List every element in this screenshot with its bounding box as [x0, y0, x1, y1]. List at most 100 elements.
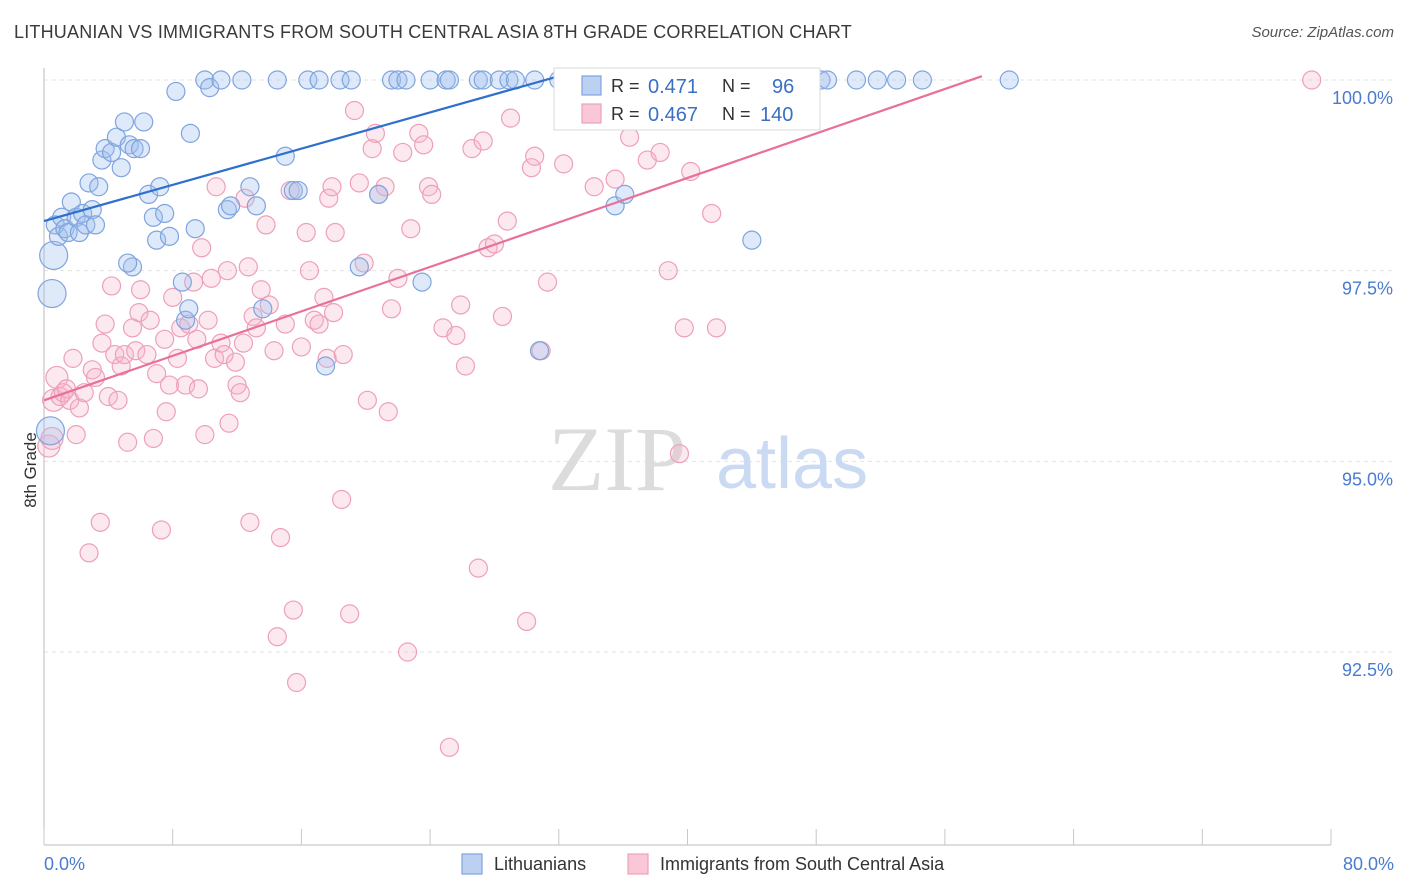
lith-point-57 [330, 70, 350, 90]
imm-point-22 [111, 356, 131, 376]
imm-point-101 [401, 219, 421, 239]
imm-point-28 [130, 280, 151, 300]
imm-point-97 [381, 299, 402, 319]
imm-point-29 [137, 344, 157, 365]
lith-point-60 [369, 184, 389, 204]
imm-point-141 [706, 318, 727, 338]
imm-point-124 [554, 154, 574, 174]
imm-point-87 [340, 604, 360, 624]
lith-point-8 [61, 192, 81, 212]
imm-point-35 [156, 402, 176, 422]
imm-point-53 [217, 261, 237, 281]
lith-point-21 [111, 158, 131, 178]
lith-point-93 [846, 70, 867, 90]
imm-point-36 [159, 375, 180, 395]
lith-point-95 [887, 70, 907, 90]
imm-point-20 [105, 344, 125, 365]
lith-point-19 [101, 142, 122, 163]
imm-point-117 [497, 211, 517, 231]
lith-point-1 [37, 278, 67, 309]
lith-point-45 [221, 196, 241, 216]
imm-point-54 [219, 413, 239, 433]
imm-point-88 [344, 100, 365, 121]
lith-point-56 [315, 356, 336, 376]
lith-point-67 [439, 70, 460, 90]
imm-point-118 [500, 108, 521, 128]
imm-point-64 [251, 280, 271, 300]
imm-point-111 [462, 139, 482, 159]
legend-imm-label: Immigrants from South Central Asia [660, 854, 945, 874]
lith-point-69 [473, 70, 493, 90]
stats-box: R = 0.471 N = 96 R = 0.467 N = 140 [553, 67, 821, 131]
imm-point-67 [264, 341, 284, 361]
imm-point-8 [63, 348, 83, 368]
imm-point-83 [323, 303, 344, 323]
lith-point-94 [867, 70, 887, 90]
imm-point-86 [333, 344, 353, 365]
imm-point-33 [151, 520, 172, 540]
stats-lith-r-label: R = [611, 76, 640, 96]
lith-point-17 [92, 150, 112, 170]
stats-lith-r-value: 0.471 [648, 76, 698, 98]
legend-imm-swatch [627, 853, 649, 875]
lith-point-35 [166, 81, 186, 102]
imm-point-57 [230, 383, 250, 403]
imm-point-92 [362, 139, 382, 159]
stats-lith-n-value: 96 [772, 76, 794, 98]
lith-trend-line [43, 75, 560, 223]
imm-point-91 [357, 390, 377, 410]
imm-point-68 [267, 627, 287, 647]
imm-point-31 [143, 428, 163, 449]
legend: Lithuanians Immigrants from South Centra… [461, 853, 945, 875]
lith-point-52 [283, 180, 303, 201]
imm-point-62 [243, 306, 263, 327]
stats-lith-swatch [581, 75, 602, 96]
imm-point-47 [198, 310, 218, 330]
imm-point-78 [309, 314, 329, 334]
imm-point-132 [619, 127, 640, 147]
stats-imm-r-value: 0.467 [648, 104, 698, 126]
lith-point-0 [35, 416, 66, 446]
imm-point-96 [378, 402, 398, 422]
imm-point-46 [195, 425, 215, 445]
imm-point-69 [270, 527, 291, 548]
imm-point-24 [118, 432, 138, 452]
legend-lith-swatch [461, 853, 483, 875]
imm-point-143 [1302, 70, 1322, 90]
imm-point-44 [188, 379, 209, 399]
lith-point-59 [349, 257, 369, 277]
imm-point-15 [90, 512, 110, 532]
imm-point-121 [525, 146, 545, 166]
imm-point-19 [101, 276, 122, 296]
imm-trend-line [43, 75, 983, 402]
imm-point-109 [451, 295, 471, 315]
imm-point-137 [669, 444, 690, 464]
lith-point-13 [79, 173, 99, 193]
imm-point-138 [674, 318, 694, 338]
lith-point-36 [172, 272, 192, 292]
imm-point-16 [92, 333, 112, 353]
imm-point-60 [238, 257, 258, 277]
imm-point-135 [650, 142, 670, 163]
imm-point-18 [98, 386, 118, 407]
imm-point-110 [455, 356, 476, 376]
lith-point-97 [999, 70, 1019, 90]
lith-point-26 [134, 112, 154, 132]
lith-point-28 [118, 253, 138, 273]
imm-point-127 [584, 177, 604, 197]
imm-point-119 [517, 611, 537, 632]
imm-point-55 [225, 352, 246, 372]
imm-point-85 [332, 489, 352, 510]
imm-point-65 [256, 215, 276, 235]
imm-point-80 [317, 348, 337, 368]
imm-point-108 [446, 325, 466, 346]
lith-point-46 [232, 70, 252, 90]
imm-point-81 [319, 188, 339, 208]
watermark: ZIP atlas [548, 408, 868, 510]
y-tick-label-1: 97.5% [1342, 279, 1393, 299]
imm-point-73 [286, 672, 307, 693]
lith-point-50 [267, 70, 287, 90]
imm-point-50 [206, 177, 226, 197]
series-immigrants-points [37, 70, 1322, 757]
